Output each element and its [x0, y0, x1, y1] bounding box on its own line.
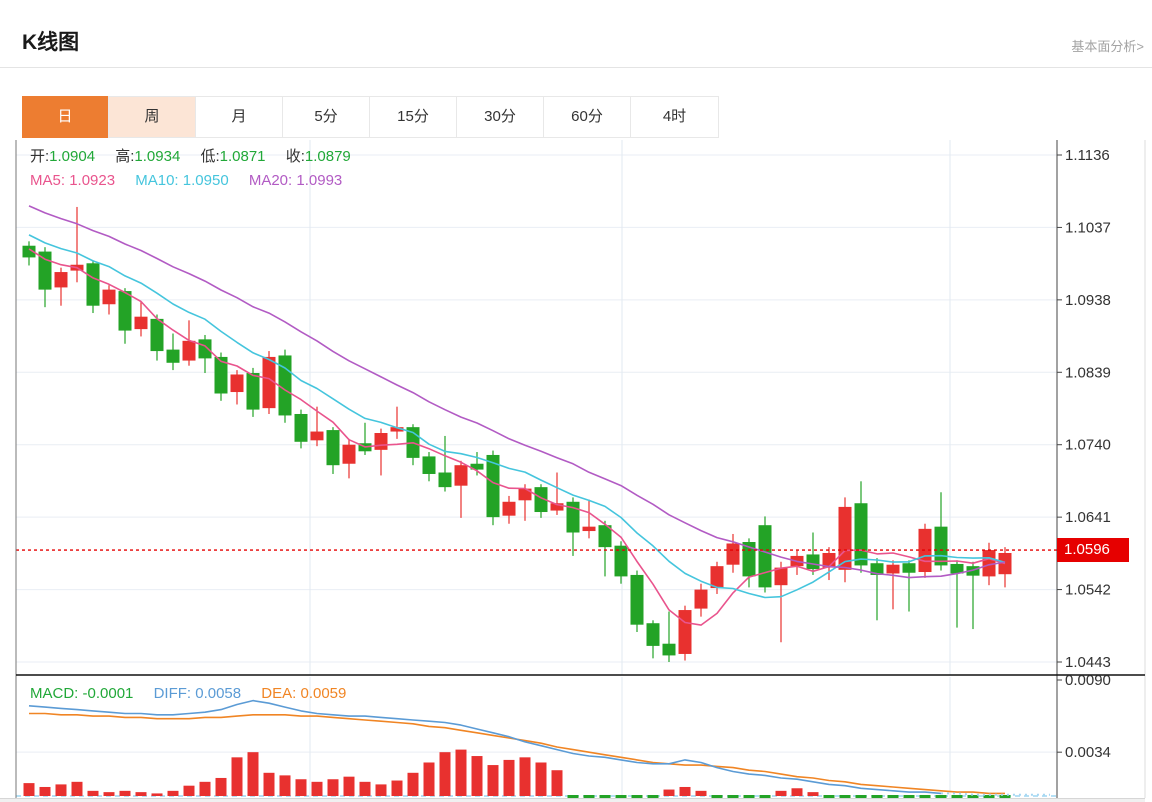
gridlines — [16, 140, 1057, 798]
low-label: 低: — [200, 148, 220, 165]
tab-60min[interactable]: 60分 — [544, 97, 631, 137]
ma20-value: 1.0993 — [296, 172, 343, 189]
macd-value: -0.0001 — [82, 685, 134, 702]
y-axis-label: 1.0443 — [1065, 654, 1111, 671]
period-tab-bar: 日 周 月 5分 15分 30分 60分 4时 — [22, 96, 719, 138]
macd-histogram — [23, 749, 1011, 799]
ma10-value: 1.0950 — [182, 172, 229, 189]
page-title: K线图 — [22, 31, 80, 54]
tab-day[interactable]: 日 — [22, 96, 109, 138]
dea-value: 0.0059 — [300, 685, 347, 702]
dea-label: DEA: — [261, 685, 297, 702]
diff-value: 0.0058 — [195, 685, 242, 702]
y-axis-label: 1.0740 — [1065, 437, 1111, 454]
y-axis-label: 1.0641 — [1065, 509, 1111, 526]
ma5-value: 1.0923 — [69, 172, 116, 189]
kline-chart[interactable]: 1.1136 1.1037 1.0938 1.0839 1.0740 1.0641 1.05… — [0, 140, 1152, 802]
high-value: 1.0934 — [134, 148, 181, 165]
tab-4hour[interactable]: 4时 — [631, 97, 718, 137]
low-value: 1.0871 — [219, 148, 266, 165]
ma-legend: MA5: 1.0923 MA10: 1.0950 MA20: 1.0993 — [30, 172, 358, 189]
fundamental-analysis-link[interactable]: 基本面分析> — [1071, 39, 1144, 54]
open-label: 开: — [30, 148, 50, 165]
bottom-strip — [0, 798, 1145, 802]
macd-lines — [28, 699, 1050, 796]
y-axis-label: 1.1037 — [1065, 219, 1111, 236]
tab-5min[interactable]: 5分 — [283, 97, 370, 137]
ohlc-legend: 开:1.0904 高:1.0934 低:1.0871 收:1.0879 — [30, 145, 367, 166]
close-label: 收: — [285, 148, 305, 165]
y-axis-label: 0.0034 — [1065, 744, 1111, 761]
close-value: 1.0879 — [304, 148, 351, 165]
y-axis-label: 0.0090 — [1065, 672, 1111, 689]
y-axis-label: 1.0839 — [1065, 364, 1111, 381]
tab-30min[interactable]: 30分 — [457, 97, 544, 137]
diff-label: DIFF: — [153, 685, 192, 702]
current-price-badge: 1.0596 — [1057, 538, 1129, 562]
macd-label: MACD: — [30, 685, 79, 702]
y-axis: 1.1136 1.1037 1.0938 1.0839 1.0740 1.0641 1.05… — [1057, 147, 1111, 761]
ma5-label: MA5: — [30, 172, 66, 189]
ma-lines — [28, 205, 1006, 626]
chart-canvas: 1.1136 1.1037 1.0938 1.0839 1.0740 1.0641 1.05… — [15, 140, 1146, 799]
high-label: 高: — [115, 148, 135, 165]
title-divider — [0, 67, 1152, 68]
y-axis-label: 1.0542 — [1065, 582, 1111, 599]
ma20-label: MA20: — [248, 172, 293, 189]
tab-15min[interactable]: 15分 — [370, 97, 457, 137]
candlesticks — [22, 206, 1012, 662]
open-value: 1.0904 — [49, 148, 96, 165]
tab-month[interactable]: 月 — [196, 97, 283, 137]
macd-legend: MACD: -0.0001 DIFF: 0.0058 DEA: 0.0059 — [30, 685, 362, 702]
borders — [15, 140, 1146, 798]
tab-week[interactable]: 周 — [109, 97, 196, 137]
ma10-label: MA10: — [135, 172, 179, 189]
y-axis-label: 1.0938 — [1065, 292, 1111, 309]
y-axis-label: 1.1136 — [1065, 147, 1110, 164]
